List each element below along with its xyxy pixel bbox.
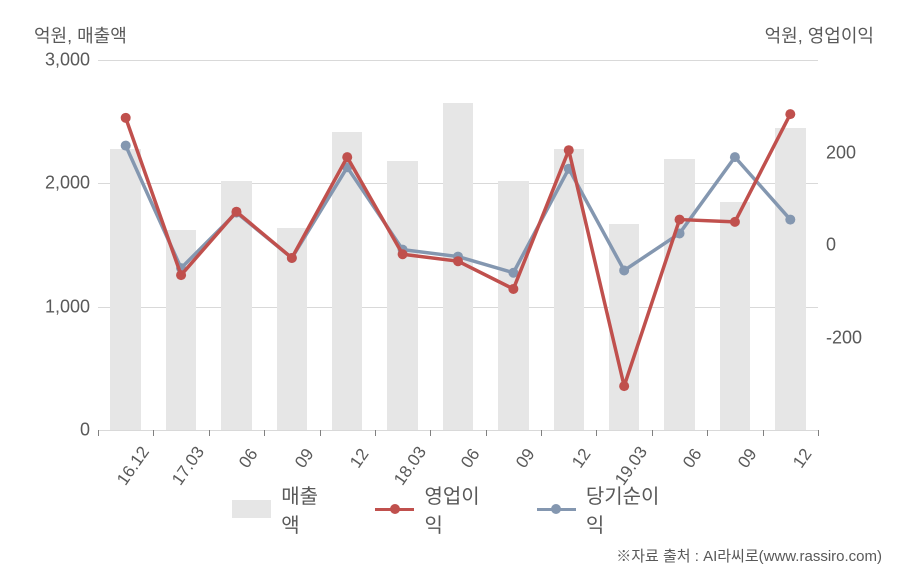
chart-container: 억원, 매출액 억원, 영업이익 16.1217.0306091218.0306… (10, 10, 898, 570)
x-tick-label: 16.12 (113, 445, 152, 489)
x-tick-mark (98, 430, 99, 436)
x-tick-label: 17.03 (168, 445, 207, 489)
line-marker (675, 215, 685, 225)
x-tick-mark (707, 430, 708, 436)
x-tick-mark (818, 430, 819, 436)
line-marker (342, 152, 352, 162)
legend-item: 당기순이익 (537, 480, 676, 538)
line-marker (730, 152, 740, 162)
y-tick-left: 3,000 (20, 50, 90, 71)
x-tick-label: 12 (777, 445, 816, 489)
line-marker (730, 217, 740, 227)
line-marker (231, 207, 241, 217)
y-tick-right: -200 (826, 327, 896, 348)
x-tick-mark (596, 430, 597, 436)
x-tick-mark (763, 430, 764, 436)
x-tick-mark (375, 430, 376, 436)
y-tick-left: 1,000 (20, 296, 90, 317)
legend-item: 매출액 (232, 480, 335, 538)
line-marker (176, 270, 186, 280)
y-tick-right: 0 (826, 235, 896, 256)
legend-swatch-line (537, 508, 576, 511)
x-tick-mark (320, 430, 321, 436)
line-marker (398, 249, 408, 259)
line-marker (508, 284, 518, 294)
y-tick-left: 2,000 (20, 173, 90, 194)
line-marker (564, 145, 574, 155)
plot-area (98, 60, 818, 430)
x-tick-mark (541, 430, 542, 436)
gridline (98, 430, 818, 431)
legend-label: 영업이익 (424, 480, 496, 538)
line-marker (785, 109, 795, 119)
legend-swatch-bar (232, 500, 271, 518)
y-tick-left: 0 (20, 420, 90, 441)
left-axis-label: 억원, 매출액 (34, 22, 127, 48)
source-text: ※자료 출처 : AI라씨로(www.rassiro.com) (616, 545, 882, 566)
line-marker (619, 265, 629, 275)
x-tick-mark (486, 430, 487, 436)
legend-label: 매출액 (281, 480, 335, 538)
line-marker (619, 381, 629, 391)
line-series (126, 114, 791, 386)
right-axis-label: 억원, 영업이익 (765, 22, 874, 48)
legend-item: 영업이익 (375, 480, 496, 538)
y-tick-right: 200 (826, 142, 896, 163)
legend-label: 당기순이익 (586, 480, 676, 538)
line-marker (121, 141, 131, 151)
line-marker (287, 253, 297, 263)
legend-marker-icon (551, 504, 561, 514)
x-tick-mark (264, 430, 265, 436)
line-marker (785, 215, 795, 225)
x-tick-mark (652, 430, 653, 436)
legend: 매출액 영업이익 당기순이익 (232, 480, 676, 538)
x-tick-mark (209, 430, 210, 436)
line-marker (121, 113, 131, 123)
x-tick-mark (153, 430, 154, 436)
x-tick-label: 09 (722, 445, 761, 489)
legend-marker-icon (390, 504, 400, 514)
lines-overlay (98, 60, 818, 430)
x-tick-mark (430, 430, 431, 436)
line-marker (453, 256, 463, 266)
legend-swatch-line (375, 508, 414, 511)
